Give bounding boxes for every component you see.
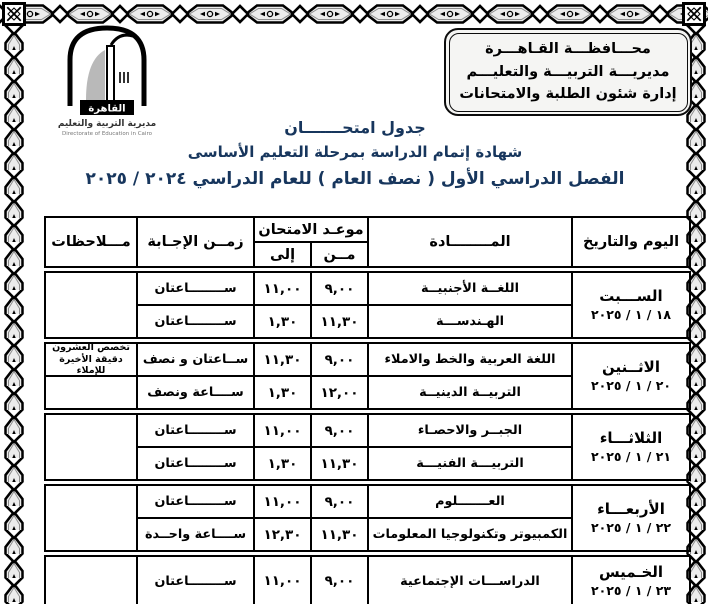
day-cell: الثلاثـــاء ٢١ / ١ / ٢٠٢٥	[571, 413, 691, 481]
logo-org-english: Directorate of Education in Cairo	[62, 131, 153, 137]
day-date: ٢٢ / ١ / ٢٠٢٥	[591, 520, 671, 536]
governorate-name: محـــافظـــة القـاهـــرة	[485, 41, 651, 58]
day-cell: الاثــنين ٢٠ / ١ / ٢٠٢٥	[571, 342, 691, 410]
day-group-saturday: الســـبت ١٨ / ١ / ٢٠٢٥ اللغــة الأجنبيــ…	[44, 271, 691, 339]
table-row: الاثــنين ٢٠ / ١ / ٢٠٢٥ اللغة العربية وا…	[44, 342, 691, 410]
logo-org-arabic: مديرية التربية والتعليم	[58, 119, 156, 129]
header-duration: زمــن الإجـابة	[136, 216, 255, 268]
day-group-thursday: الخـميس ٢٣ / ١ / ٢٠٢٥ الدراســـات الإجتم…	[44, 555, 691, 604]
day-cell: الأربعـــاء ٢٢ / ١ / ٢٠٢٥	[571, 484, 691, 552]
time-to-cell: ١١,٣٠	[253, 342, 312, 377]
duration-cell: ســــــــاعتان	[136, 555, 255, 604]
title-semester: الفصل الدراسي الأول ( نصف العام ) للعام …	[85, 169, 625, 190]
notes-cell: تخصص العشرون دقيقة الأخيرة للإملاء	[44, 342, 138, 410]
time-to-cell: ١١,٠٠	[253, 271, 312, 306]
day-cell: الخـميس ٢٣ / ١ / ٢٠٢٥	[571, 555, 691, 604]
logo-city-label: القاهرة	[88, 104, 125, 115]
header-to: إلى	[252, 241, 313, 268]
duration-cell: ســــاعة واحــدة	[136, 517, 255, 552]
time-from-cell: ١١,٣٠	[310, 446, 369, 481]
subject-cell: الجبــر والاحصـاء	[367, 413, 573, 448]
table-row: التربيـــة الفنيـــة ١١,٣٠ ١,٣٠ ســـــــ…	[45, 446, 690, 481]
day-group-tuesday: الثلاثـــاء ٢١ / ١ / ٢٠٢٥ الجبــر والاحص…	[44, 413, 691, 481]
duration-cell: ســــــــاعتان	[136, 446, 255, 481]
time-from-cell: ١١,٣٠	[310, 517, 369, 552]
table-header: اليوم والتاريخ المــــــــادة موعـد الام…	[44, 216, 692, 268]
ornament-border-left	[2, 2, 26, 604]
time-to-cell: ١,٣٠	[253, 304, 312, 339]
time-from-cell: ١٢,٠٠	[310, 375, 369, 410]
duration-cell: ســاعتان و نصف	[136, 342, 255, 377]
header-from: مــن	[310, 241, 370, 268]
title-exam-schedule: جدول امتحـــــــان	[284, 118, 426, 137]
day-group-wednesday: الأربعـــاء ٢٢ / ١ / ٢٠٢٥ العـــــــلوم …	[44, 484, 691, 552]
directorate-name: مديريـــة التربيـــة والتعليـــم	[466, 63, 670, 80]
time-from-cell: ٩,٠٠	[310, 342, 369, 377]
time-to-cell: ١,٣٠	[253, 446, 312, 481]
day-date: ٢٣ / ١ / ٢٠٢٥	[591, 583, 671, 599]
time-from-cell: ٩,٠٠	[310, 555, 369, 604]
subject-cell: الكمبيوتر وتكنولوجيا المعلومات	[367, 517, 573, 552]
day-date: ٢٠ / ١ / ٢٠٢٥	[591, 378, 671, 394]
duration-cell: ســــــــاعتان	[136, 304, 255, 339]
time-to-cell: ١٢,٣٠	[253, 517, 312, 552]
day-name: الســـبت	[599, 286, 663, 305]
header-notes: مـــلاحظات	[44, 216, 138, 268]
notes-cell	[44, 413, 138, 481]
time-to-cell: ١١,٠٠	[253, 413, 312, 448]
governorate-header-box: محـــافظـــة القـاهـــرة مديريـــة الترب…	[444, 28, 692, 116]
dictation-note: تخصص العشرون دقيقة الأخيرة للإملاء	[47, 345, 135, 377]
time-to-cell: ١,٣٠	[253, 375, 312, 410]
ornament-corner-topright-icon	[682, 2, 706, 26]
subject-cell: الدراســـات الإجتماعية	[367, 555, 573, 604]
header-day: اليوم والتاريخ	[571, 216, 692, 268]
duration-cell: ســــاعة ونصف	[136, 375, 255, 410]
administration-name: إدارة شئون الطلبة والامتحانات	[459, 86, 677, 103]
table-row: الخـميس ٢٣ / ١ / ٢٠٢٥ الدراســـات الإجتم…	[44, 555, 691, 604]
table-row: الكمبيوتر وتكنولوجيا المعلومات ١١,٣٠ ١٢,…	[45, 517, 690, 552]
table-row: الثلاثـــاء ٢١ / ١ / ٢٠٢٥ الجبــر والاحص…	[44, 413, 691, 481]
exam-schedule-table: اليوم والتاريخ المــــــــادة موعـد الام…	[44, 216, 692, 604]
table-row: التربيــة الدينيــة ١٢,٠٠ ١,٣٠ ســــاعة …	[45, 375, 690, 410]
day-name: الخـميس	[598, 562, 664, 581]
day-group-monday: الاثــنين ٢٠ / ١ / ٢٠٢٥ اللغة العربية وا…	[44, 342, 691, 410]
notes-cell	[44, 271, 138, 339]
subject-cell: اللغــة الأجنبيــة	[367, 271, 573, 306]
day-date: ٢١ / ١ / ٢٠٢٥	[591, 449, 671, 465]
header-exam-time: موعـد الامتحان	[252, 216, 370, 243]
notes-cell	[44, 555, 138, 604]
duration-cell: ســــــــاعتان	[136, 413, 255, 448]
directorate-logo: القاهرة مديرية التربية والتعليم Director…	[58, 25, 156, 137]
duration-cell: ســــــــاعتان	[136, 484, 255, 519]
ornament-corner-topleft-icon	[2, 2, 26, 26]
subject-cell: التربيــة الدينيــة	[367, 375, 573, 410]
subject-cell: الهـندســـة	[367, 304, 573, 339]
header-subject: المــــــــادة	[367, 216, 574, 268]
time-from-cell: ٩,٠٠	[310, 271, 369, 306]
time-to-cell: ١١,٠٠	[253, 555, 312, 604]
day-name: الأربعـــاء	[597, 499, 665, 518]
table-row: الســـبت ١٨ / ١ / ٢٠٢٥ اللغــة الأجنبيــ…	[44, 271, 691, 339]
time-to-cell: ١١,٠٠	[253, 484, 312, 519]
table-row: الهـندســـة ١١,٣٠ ١,٣٠ ســــــــاعتان	[45, 304, 690, 339]
subject-cell: اللغة العربية والخط والاملاء	[367, 342, 573, 377]
subject-cell: العـــــــلوم	[367, 484, 573, 519]
notes-cell	[44, 484, 138, 552]
time-from-cell: ١١,٣٠	[310, 304, 369, 339]
document-titles: جدول امتحـــــــان شهادة إتمام الدراسة ب…	[30, 118, 680, 192]
subject-cell: التربيـــة الفنيـــة	[367, 446, 573, 481]
day-date: ١٨ / ١ / ٢٠٢٥	[591, 307, 671, 323]
time-from-cell: ٩,٠٠	[310, 484, 369, 519]
table-row: الأربعـــاء ٢٢ / ١ / ٢٠٢٥ العـــــــلوم …	[44, 484, 691, 552]
ornament-border-top	[0, 2, 708, 26]
day-name: الثلاثـــاء	[599, 428, 663, 447]
time-from-cell: ٩,٠٠	[310, 413, 369, 448]
title-certificate: شهادة إتمام الدراسة بمرحلة التعليم الأسا…	[187, 142, 523, 161]
duration-cell: ســــــــاعتان	[136, 271, 255, 306]
day-cell: الســـبت ١٨ / ١ / ٢٠٢٥	[571, 271, 691, 339]
day-name: الاثــنين	[602, 357, 660, 376]
